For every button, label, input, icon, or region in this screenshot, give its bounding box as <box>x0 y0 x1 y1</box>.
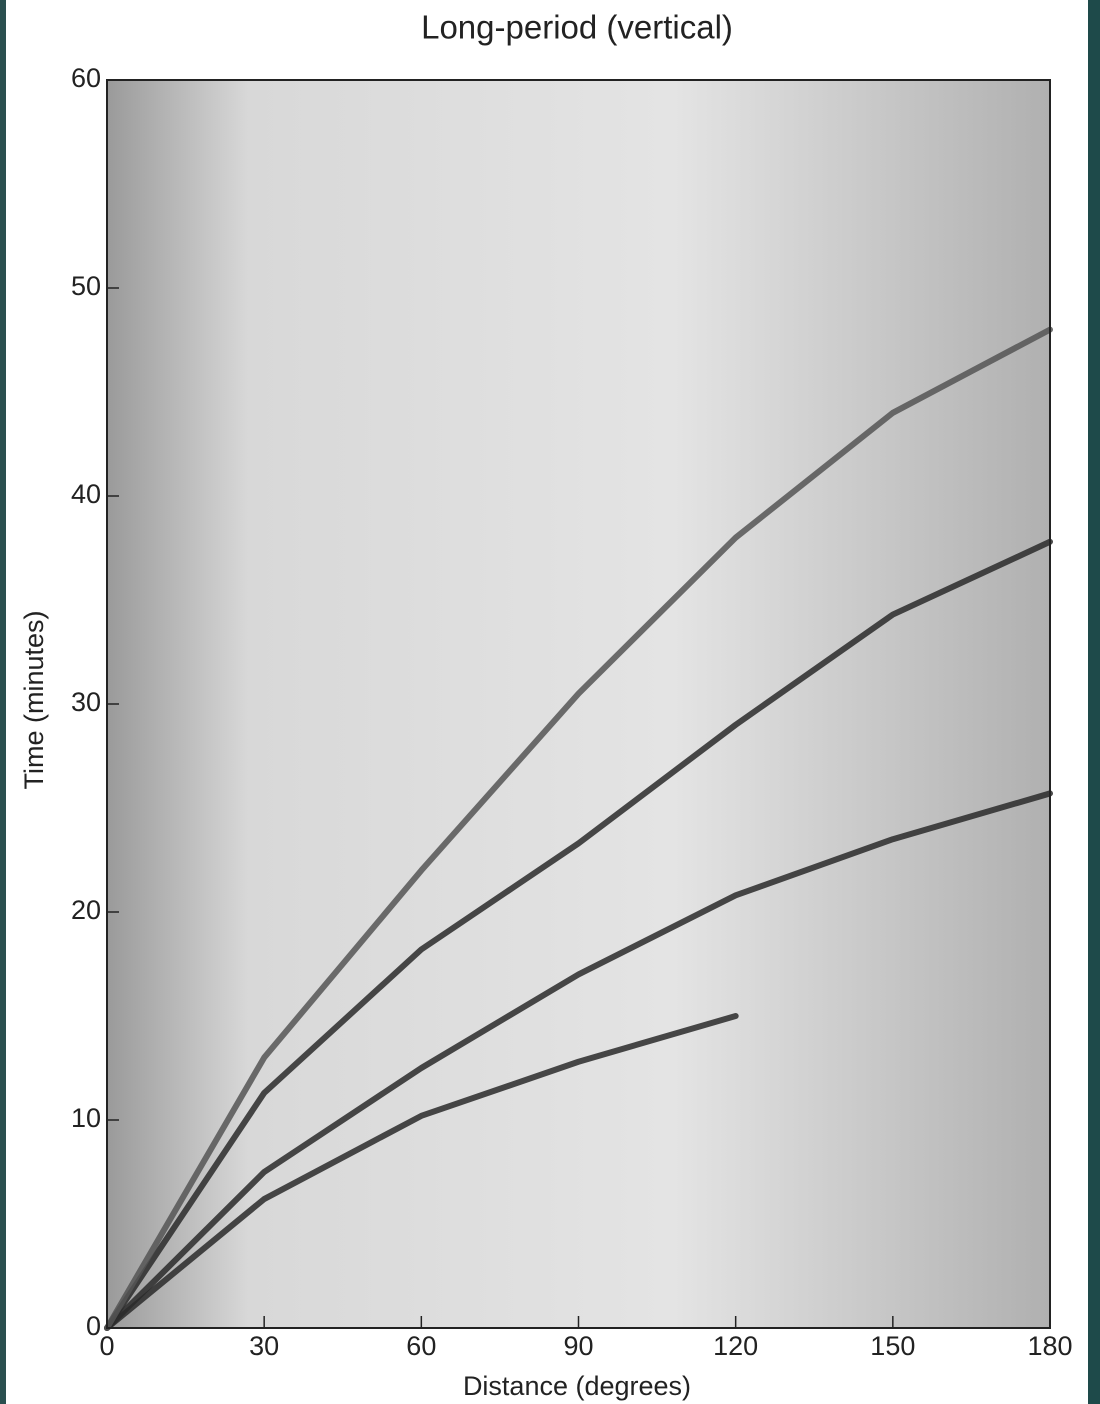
x-tick-label: 0 <box>99 1331 114 1361</box>
x-tick-label: 120 <box>713 1331 758 1361</box>
y-tick-label: 50 <box>71 271 101 301</box>
x-tick-label: 90 <box>563 1331 593 1361</box>
x-tick-label: 180 <box>1027 1331 1072 1361</box>
y-axis-label: Time (minutes) <box>19 610 49 789</box>
plot-background <box>107 80 1050 1328</box>
edge-strip <box>1088 0 1100 1404</box>
x-tick-label: 60 <box>406 1331 436 1361</box>
y-tick-label: 40 <box>71 479 101 509</box>
travel-time-curve <box>104 326 1053 1331</box>
y-tick-label: 30 <box>71 687 101 717</box>
y-tick-label: 20 <box>71 895 101 925</box>
travel-time-curve <box>104 538 1053 1331</box>
x-tick-label: 150 <box>870 1331 915 1361</box>
edge-strip <box>0 0 6 1404</box>
plot-frame <box>106 79 1051 1329</box>
chart-title: Long-period (vertical) <box>421 9 733 46</box>
y-tick-label: 10 <box>71 1103 101 1133</box>
travel-time-curve <box>104 790 1053 1331</box>
x-axis-label: Distance (degrees) <box>463 1371 691 1401</box>
y-tick-label: 0 <box>86 1311 101 1341</box>
x-tick-label: 30 <box>249 1331 279 1361</box>
y-tick-label: 60 <box>71 63 101 93</box>
travel-time-curve <box>104 1013 739 1331</box>
